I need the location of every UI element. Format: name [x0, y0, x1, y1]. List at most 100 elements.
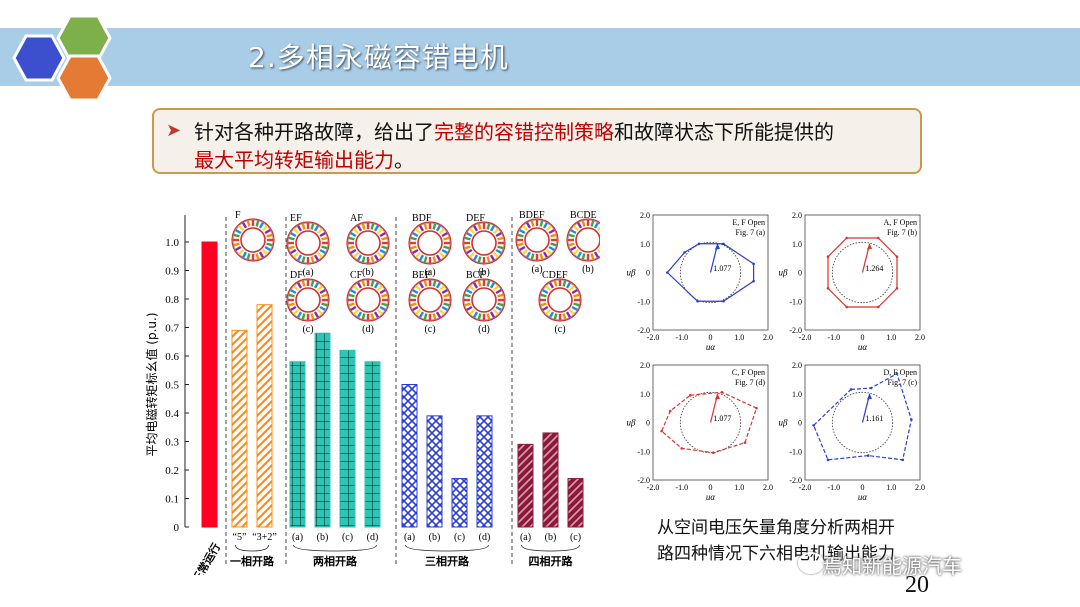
x-tick-label: -2.0: [799, 333, 812, 342]
bar: [426, 415, 443, 528]
y-tick-label: 2.0: [640, 211, 650, 220]
vertex-point: [812, 424, 815, 427]
y-tick-label: 0: [646, 269, 650, 278]
vertex-point: [712, 451, 715, 454]
vertex-point: [845, 236, 848, 240]
bullet-callout: ➤ 针对各种开路故障，给出了完整的容错控制策略和故障状态下所能提供的 最大平均转…: [152, 108, 922, 174]
bar: [517, 443, 534, 528]
bar-tick-label: (a): [292, 532, 303, 543]
y-tick-label: 0.6: [165, 351, 179, 363]
blue-hexagon: [12, 34, 66, 82]
y-tick-label: -1.0: [637, 447, 650, 456]
panel-title: C, F Open: [732, 368, 765, 377]
motor-label: AF: [350, 213, 363, 224]
x-tick-label: 2.0: [763, 483, 773, 492]
magnitude-label: 1.264: [865, 264, 883, 273]
unit-circle: [679, 241, 742, 304]
motor-label: BCF: [466, 270, 485, 281]
arrow-head-icon: [866, 243, 872, 250]
group-label: 三相开路: [425, 554, 470, 568]
motor-label: BCDE: [570, 210, 597, 221]
x-tick-label: -1.0: [675, 333, 688, 342]
motor-diagram-icon: [462, 221, 506, 265]
group-brace: [521, 544, 580, 552]
x-axis-label: uα: [706, 492, 716, 502]
motor-diagram-icon: [462, 278, 506, 322]
vertex-point: [877, 236, 880, 240]
x-tick-label: 0: [861, 483, 865, 492]
motor-sublabel: (b): [362, 267, 374, 278]
motor-label: CDEF: [542, 270, 568, 281]
bar-tick-label: (a): [404, 532, 415, 543]
bar: [451, 478, 468, 528]
motor-label: DEF: [466, 213, 485, 224]
group-label: 四相开路: [529, 554, 574, 568]
arrow-head-icon: [714, 243, 720, 250]
vertex-point: [869, 386, 873, 390]
panel-fig-label: Fig. 7 (d): [735, 378, 765, 387]
bar: [289, 361, 306, 528]
y-tick-label: -1.0: [789, 447, 802, 456]
bar: [256, 304, 273, 528]
x-tick-label: -2.0: [799, 483, 812, 492]
title-banner: [0, 28, 1080, 86]
vertex-point: [826, 287, 830, 290]
group-label: 一相开路: [230, 554, 275, 568]
x-tick-label: -1.0: [827, 333, 840, 342]
y-tick-label: -1.0: [789, 297, 802, 306]
motor-sublabel: (d): [362, 324, 374, 335]
bullet-line-1: 针对各种开路故障，给出了完整的容错控制策略和故障状态下所能提供的: [194, 116, 834, 145]
panel-title: D, F Open: [883, 368, 917, 377]
voltage-vector-plots: -2.0 -1.0 0 1.0 2.0 2.0 1.0 0 -1.0 -2.0 uα uβ 1.077 E…: [627, 211, 925, 502]
group-label: 正常运行: [189, 540, 223, 575]
x-tick-label: 1.0: [886, 483, 896, 492]
x-tick-label: 1.0: [734, 483, 744, 492]
panel-fig-label: Fig. 7 (b): [887, 228, 917, 237]
motor-sublabel: (c): [302, 324, 313, 335]
bar-tick-label: (d): [367, 532, 379, 543]
y-tick-label: 1.0: [792, 240, 802, 249]
x-tick-label: -2.0: [647, 333, 660, 342]
group-brace: [293, 544, 377, 552]
bar-tick-label: “3+2”: [252, 532, 277, 543]
motor-diagram-icon: [408, 278, 452, 322]
slide-title: 2.多相永磁容错电机: [248, 41, 509, 74]
bar: [339, 349, 356, 528]
bar: [364, 361, 381, 528]
x-tick-label: 2.0: [915, 333, 925, 342]
caption-line-2: 路四种情况下六相电机输出能力: [657, 544, 895, 564]
page-number: 20: [905, 572, 929, 598]
vector-panel: -2.0 -1.0 0 1.0 2.0 2.0 1.0 0 -1.0 -2.0 uα uβ 1.264 A…: [779, 211, 925, 352]
y-tick-label: 0.5: [165, 380, 179, 392]
vertex-point: [683, 251, 686, 254]
motor-label: CF: [350, 270, 363, 281]
y-tick-label: 0.8: [165, 294, 179, 306]
vector-panel: -2.0 -1.0 0 1.0 2.0 2.0 1.0 0 -1.0 -2.0 uα uβ 1.161 D…: [779, 361, 925, 502]
y-tick-label: 1.0: [640, 240, 650, 249]
x-tick-label: 1.0: [734, 333, 744, 342]
motor-label: BDF: [412, 213, 432, 224]
arrow-head-icon: [866, 393, 872, 400]
panel-title: E, F Open: [732, 218, 765, 227]
y-tick-label: 0.2: [165, 465, 179, 477]
vertex-point: [895, 287, 899, 290]
x-tick-label: 2.0: [915, 483, 925, 492]
caption: 从空间电压矢量角度分析两相开 路四种情况下六相电机输出能力: [657, 515, 895, 567]
motor-diagram-icon: [566, 218, 600, 262]
motor-label: DF: [290, 270, 303, 281]
panel-frame: [652, 214, 769, 331]
caption-line-1: 从空间电压矢量角度分析两相开: [657, 518, 895, 538]
vertex-point: [849, 388, 853, 391]
bullet-line-2: 最大平均转矩输出能力。: [194, 144, 414, 173]
bullet-arrow-icon: ➤: [166, 120, 182, 141]
bar-tick-label: (a): [520, 532, 531, 543]
bar-tick-label: (d): [479, 532, 491, 543]
motor-label: F: [235, 210, 241, 221]
vertex-point: [826, 458, 830, 462]
wechat-icon: [798, 552, 824, 574]
motor-label: BDEF: [519, 210, 545, 221]
x-tick-label: 2.0: [763, 333, 773, 342]
bar: [231, 329, 248, 528]
y-tick-label: 0: [798, 419, 802, 428]
x-axis-label: uα: [706, 342, 716, 352]
